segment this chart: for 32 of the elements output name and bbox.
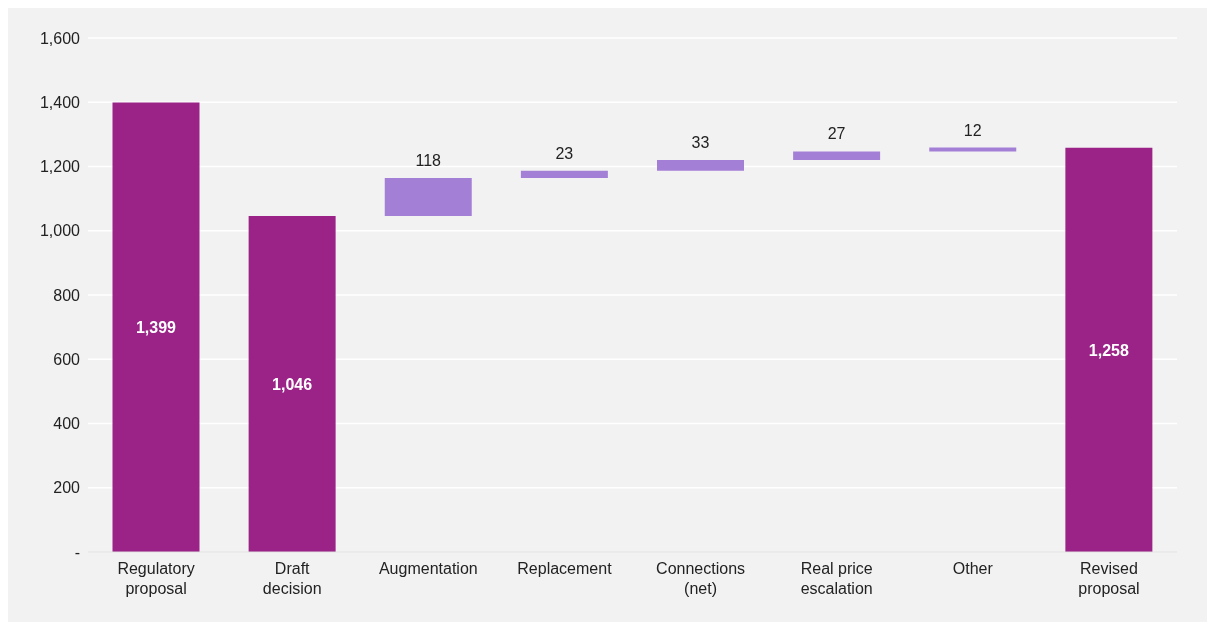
bar — [793, 151, 881, 161]
bar — [1065, 147, 1153, 552]
x-tick-label: Connections (net) — [656, 560, 746, 597]
data-label: 118 — [415, 152, 442, 170]
x-tick-label: Draft decision — [262, 560, 322, 597]
x-tick-label: Regulatory proposal — [117, 560, 195, 597]
bar — [248, 215, 336, 552]
data-label: 1,046 — [272, 375, 313, 393]
y-tick-label: - — [74, 543, 80, 561]
x-tick-label: Other — [952, 560, 994, 577]
data-label: 1,258 — [1088, 341, 1129, 359]
y-tick-label: 200 — [53, 479, 81, 497]
y-tick-label: 400 — [53, 415, 81, 433]
x-tick-label: Revised proposal — [1078, 560, 1140, 597]
x-tick-label: Replacement — [517, 560, 613, 577]
data-label: 33 — [691, 134, 710, 152]
bar — [520, 170, 608, 179]
x-tick-label: Real price escalation — [800, 560, 873, 597]
bar — [384, 178, 472, 216]
y-tick-label: 1,000 — [39, 222, 81, 240]
y-tick-label: 1,600 — [39, 29, 81, 47]
bar — [657, 160, 744, 171]
data-label: 27 — [827, 125, 846, 143]
data-label: 1,399 — [135, 319, 177, 337]
data-label: 12 — [963, 121, 982, 139]
y-tick-label: 600 — [53, 350, 81, 368]
y-tick-label: 1,400 — [39, 93, 81, 111]
y-tick-label: 1,200 — [39, 158, 81, 176]
data-label: 23 — [555, 144, 574, 162]
y-tick-label: 800 — [53, 286, 81, 304]
x-tick-label: Augmentation — [378, 560, 478, 577]
bar — [112, 102, 200, 552]
